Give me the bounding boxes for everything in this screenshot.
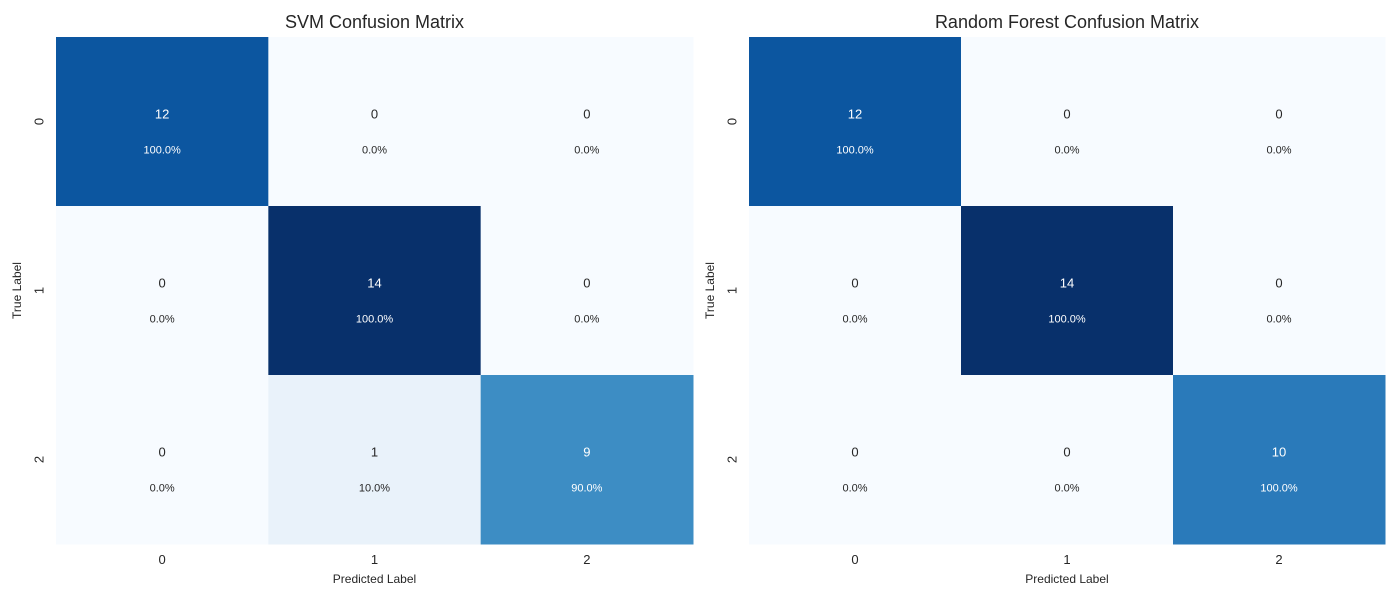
confusion-matrix-panel-1: SVM Confusion Matrix12100.0%00.0%00.0%00…: [10, 12, 694, 586]
cell-count-label: 12: [155, 107, 169, 122]
cell-count-label: 14: [367, 276, 381, 291]
heatmap-cell: [56, 37, 269, 207]
cell-count-label: 12: [848, 107, 862, 122]
cell-percent-label: 100.0%: [1260, 483, 1298, 495]
cell-count-label: 0: [583, 276, 590, 291]
chart-title: Random Forest Confusion Matrix: [935, 12, 1199, 32]
heatmap-cell: [961, 375, 1174, 545]
chart-title: SVM Confusion Matrix: [285, 12, 464, 32]
y-tick-label: 0: [31, 118, 46, 125]
x-axis-label: Predicted Label: [1025, 572, 1108, 586]
heatmap-cell: [961, 206, 1174, 376]
heatmap-cell: [961, 37, 1174, 207]
cell-count-label: 0: [583, 107, 590, 122]
heatmap-cell: [1173, 375, 1386, 545]
heatmap-cell: [749, 206, 962, 376]
heatmap-cell: [749, 37, 962, 207]
y-tick-label: 0: [724, 118, 739, 125]
confusion-matrix-panel-2: Random Forest Confusion Matrix12100.0%00…: [703, 12, 1386, 586]
cell-percent-label: 0.0%: [1054, 145, 1079, 157]
x-axis-label: Predicted Label: [333, 572, 416, 586]
heatmap-cell: [268, 206, 482, 376]
cell-percent-label: 0.0%: [1266, 314, 1291, 326]
cell-percent-label: 0.0%: [842, 483, 867, 495]
heatmap-cell: [749, 375, 962, 545]
cell-count-label: 0: [1063, 445, 1070, 460]
cell-count-label: 0: [1275, 107, 1282, 122]
x-tick-label: 0: [159, 552, 166, 567]
cell-percent-label: 0.0%: [842, 314, 867, 326]
heatmap-cell: [268, 375, 482, 545]
heatmap-cell: [268, 37, 482, 207]
heatmap-cell: [480, 375, 694, 545]
cell-count-label: 0: [851, 276, 858, 291]
cell-count-label: 0: [1063, 107, 1070, 122]
cell-percent-label: 0.0%: [150, 314, 175, 326]
y-tick-label: 2: [31, 456, 46, 463]
x-tick-label: 2: [583, 552, 590, 567]
heatmap-cell: [1173, 206, 1386, 376]
cell-percent-label: 100.0%: [356, 314, 394, 326]
x-tick-label: 1: [1063, 552, 1070, 567]
cell-count-label: 0: [159, 276, 166, 291]
cell-percent-label: 0.0%: [574, 145, 599, 157]
cell-count-label: 0: [851, 445, 858, 460]
cell-percent-label: 0.0%: [1266, 145, 1291, 157]
cell-count-label: 0: [159, 445, 166, 460]
heatmap-cell: [56, 206, 269, 376]
x-tick-label: 1: [371, 552, 378, 567]
cell-count-label: 1: [371, 445, 378, 460]
heatmap-cell: [1173, 37, 1386, 207]
cell-count-label: 0: [1275, 276, 1282, 291]
cell-count-label: 10: [1272, 445, 1286, 460]
cell-percent-label: 0.0%: [574, 314, 599, 326]
cell-count-label: 9: [583, 445, 590, 460]
heatmap-cell: [480, 206, 694, 376]
cell-percent-label: 100.0%: [1048, 314, 1086, 326]
y-axis-label: True Label: [703, 262, 717, 319]
cell-percent-label: 90.0%: [571, 483, 602, 495]
cell-percent-label: 0.0%: [150, 483, 175, 495]
heatmap-cell: [480, 37, 694, 207]
cell-count-label: 0: [371, 107, 378, 122]
cell-percent-label: 100.0%: [836, 145, 874, 157]
x-tick-label: 0: [851, 552, 858, 567]
y-tick-label: 2: [724, 456, 739, 463]
y-tick-label: 1: [31, 287, 46, 294]
cell-count-label: 14: [1060, 276, 1074, 291]
y-tick-label: 1: [724, 287, 739, 294]
heatmap-cell: [56, 375, 269, 545]
y-axis-label: True Label: [10, 262, 24, 319]
cell-percent-label: 0.0%: [1054, 483, 1079, 495]
cell-percent-label: 10.0%: [359, 483, 390, 495]
cell-percent-label: 0.0%: [362, 145, 387, 157]
x-tick-label: 2: [1275, 552, 1282, 567]
cell-percent-label: 100.0%: [144, 145, 182, 157]
